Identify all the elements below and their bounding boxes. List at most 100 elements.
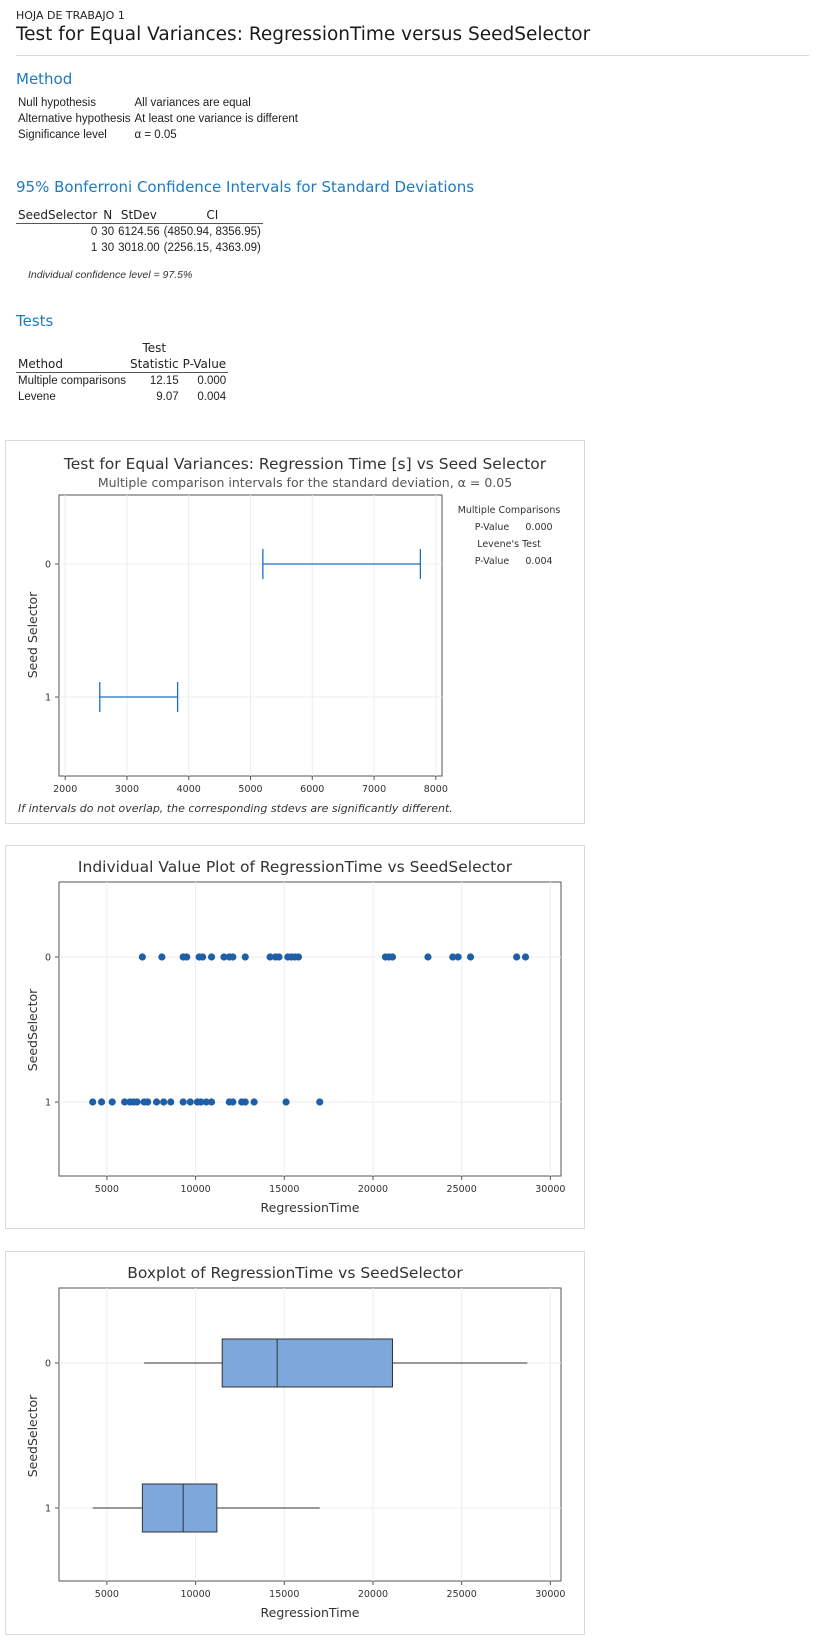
x-tick-label: 15000	[269, 1184, 299, 1195]
data-point	[144, 1098, 152, 1106]
data-point	[316, 1098, 324, 1106]
data-point	[513, 953, 521, 961]
data-point	[275, 953, 283, 961]
n-cell: 30	[101, 242, 115, 254]
interval-plot-panel: Test for Equal Variances: Regression Tim…	[5, 440, 585, 824]
method-value: At least one variance is different	[134, 113, 298, 125]
x-tick-label: 3000	[115, 784, 139, 795]
data-point	[138, 953, 146, 961]
y-axis-ticks: 01	[45, 560, 59, 704]
data-point	[449, 953, 457, 961]
data-points	[89, 953, 530, 1106]
method-label: Null hypothesis	[18, 97, 96, 109]
method-row: Significance level α = 0.05	[16, 127, 300, 143]
y-axis-ticks: 01	[45, 1359, 59, 1515]
x-tick-label: 6000	[300, 784, 324, 795]
method-row: Alternative hypothesis At least one vari…	[16, 111, 300, 127]
data-point	[220, 953, 228, 961]
confidence-note: Individual confidence level = 97.5%	[28, 269, 193, 281]
chart-subtitle: Multiple comparison intervals for the st…	[98, 475, 512, 490]
data-point	[121, 1098, 129, 1106]
table-header-row: SeedSelector N StDev CI	[16, 207, 263, 224]
data-point	[241, 953, 249, 961]
data-point	[454, 953, 462, 961]
data-point	[133, 1098, 141, 1106]
data-point	[521, 953, 530, 961]
method-label: Significance level	[18, 129, 107, 141]
box-iqr	[141, 1483, 218, 1533]
column-header: P-Value	[180, 356, 229, 373]
data-point	[167, 1098, 175, 1106]
levene-value: 0.004	[525, 556, 552, 567]
x-tick-label: 8000	[424, 784, 448, 795]
x-axis-ticks: 5000 10000 15000 20000 25000 30000	[95, 1176, 565, 1195]
x-tick-label: 25000	[447, 1184, 477, 1195]
mc-label: P-Value	[475, 522, 510, 533]
plot-frame	[58, 881, 562, 1177]
y-axis-label: SeedSelector	[25, 1394, 40, 1477]
levene-label: P-Value	[475, 556, 510, 567]
x-tick-label: 2000	[53, 784, 77, 795]
x-tick-label: 5000	[95, 1184, 119, 1195]
x-tick-label: 7000	[362, 784, 386, 795]
table-header-row: Test	[16, 340, 228, 356]
y-tick-label: 0	[45, 953, 51, 964]
y-tick-label: 1	[45, 693, 51, 704]
method-cell: Levene	[18, 391, 56, 403]
x-tick-label: 10000	[180, 1184, 210, 1195]
plot-frame	[58, 1287, 562, 1582]
data-point	[183, 953, 191, 961]
x-tick-label: 20000	[358, 1184, 388, 1195]
x-tick-label: 5000	[238, 784, 262, 795]
gridlines	[59, 882, 561, 1176]
data-point	[250, 1098, 258, 1106]
data-point	[108, 1098, 116, 1106]
data-point	[97, 1098, 106, 1106]
method-cell: Multiple comparisons	[18, 375, 127, 387]
x-tick-label: 10000	[180, 1589, 210, 1600]
individual-value-plot: Individual Value Plot of RegressionTime …	[25, 858, 565, 1215]
x-tick-label: 25000	[447, 1589, 477, 1600]
table-row: 0 30 6124.56 (4850.94, 8356.95)	[16, 224, 263, 241]
data-point	[158, 953, 166, 961]
worksheet-label: HOJA DE TRABAJO 1	[16, 9, 125, 22]
method-row: Null hypothesis All variances are equal	[16, 95, 300, 111]
statistic-cell: 9.07	[156, 391, 179, 403]
x-tick-label: 30000	[535, 1184, 565, 1195]
column-header: Method	[16, 356, 129, 373]
data-point	[207, 1098, 216, 1106]
chart-title: Individual Value Plot of RegressionTime …	[78, 858, 513, 876]
column-header: N	[99, 207, 117, 224]
y-tick-label: 1	[45, 1098, 51, 1109]
data-point	[152, 1098, 161, 1106]
data-point	[207, 953, 216, 961]
method-value: All variances are equal	[134, 97, 251, 109]
bonferroni-table: SeedSelector N StDev CI 0 30 6124.56 (48…	[16, 207, 263, 256]
data-point	[229, 1098, 237, 1106]
x-axis-label: RegressionTime	[261, 1605, 360, 1620]
data-point	[199, 953, 207, 961]
data-point	[179, 1098, 187, 1106]
data-point	[466, 953, 475, 961]
y-tick-label: 0	[45, 560, 51, 571]
x-axis-label: RegressionTime	[261, 1200, 360, 1215]
page-title: Test for Equal Variances: RegressionTime…	[16, 24, 591, 45]
y-tick-label: 1	[45, 1504, 51, 1515]
chart-title: Boxplot of RegressionTime vs SeedSelecto…	[127, 1264, 463, 1282]
column-header: SeedSelector	[16, 207, 100, 224]
data-point	[197, 1098, 205, 1106]
x-tick-label: 30000	[535, 1589, 565, 1600]
mc-title: Multiple Comparisons	[458, 505, 561, 516]
tests-heading: Tests	[16, 312, 54, 330]
method-heading: Method	[16, 70, 73, 88]
tests-table: Test Method Statistic P-Value Multiple c…	[16, 340, 229, 405]
pvalue-cell: 0.004	[197, 391, 227, 403]
method-table: Null hypothesis All variances are equal …	[16, 95, 300, 143]
data-point	[282, 1098, 290, 1106]
data-point	[186, 1098, 194, 1106]
y-tick-label: 0	[45, 1359, 51, 1370]
data-point	[294, 953, 303, 961]
n-cell: 30	[101, 226, 115, 238]
data-point	[388, 953, 397, 961]
statistic-cell: 12.15	[149, 375, 179, 387]
